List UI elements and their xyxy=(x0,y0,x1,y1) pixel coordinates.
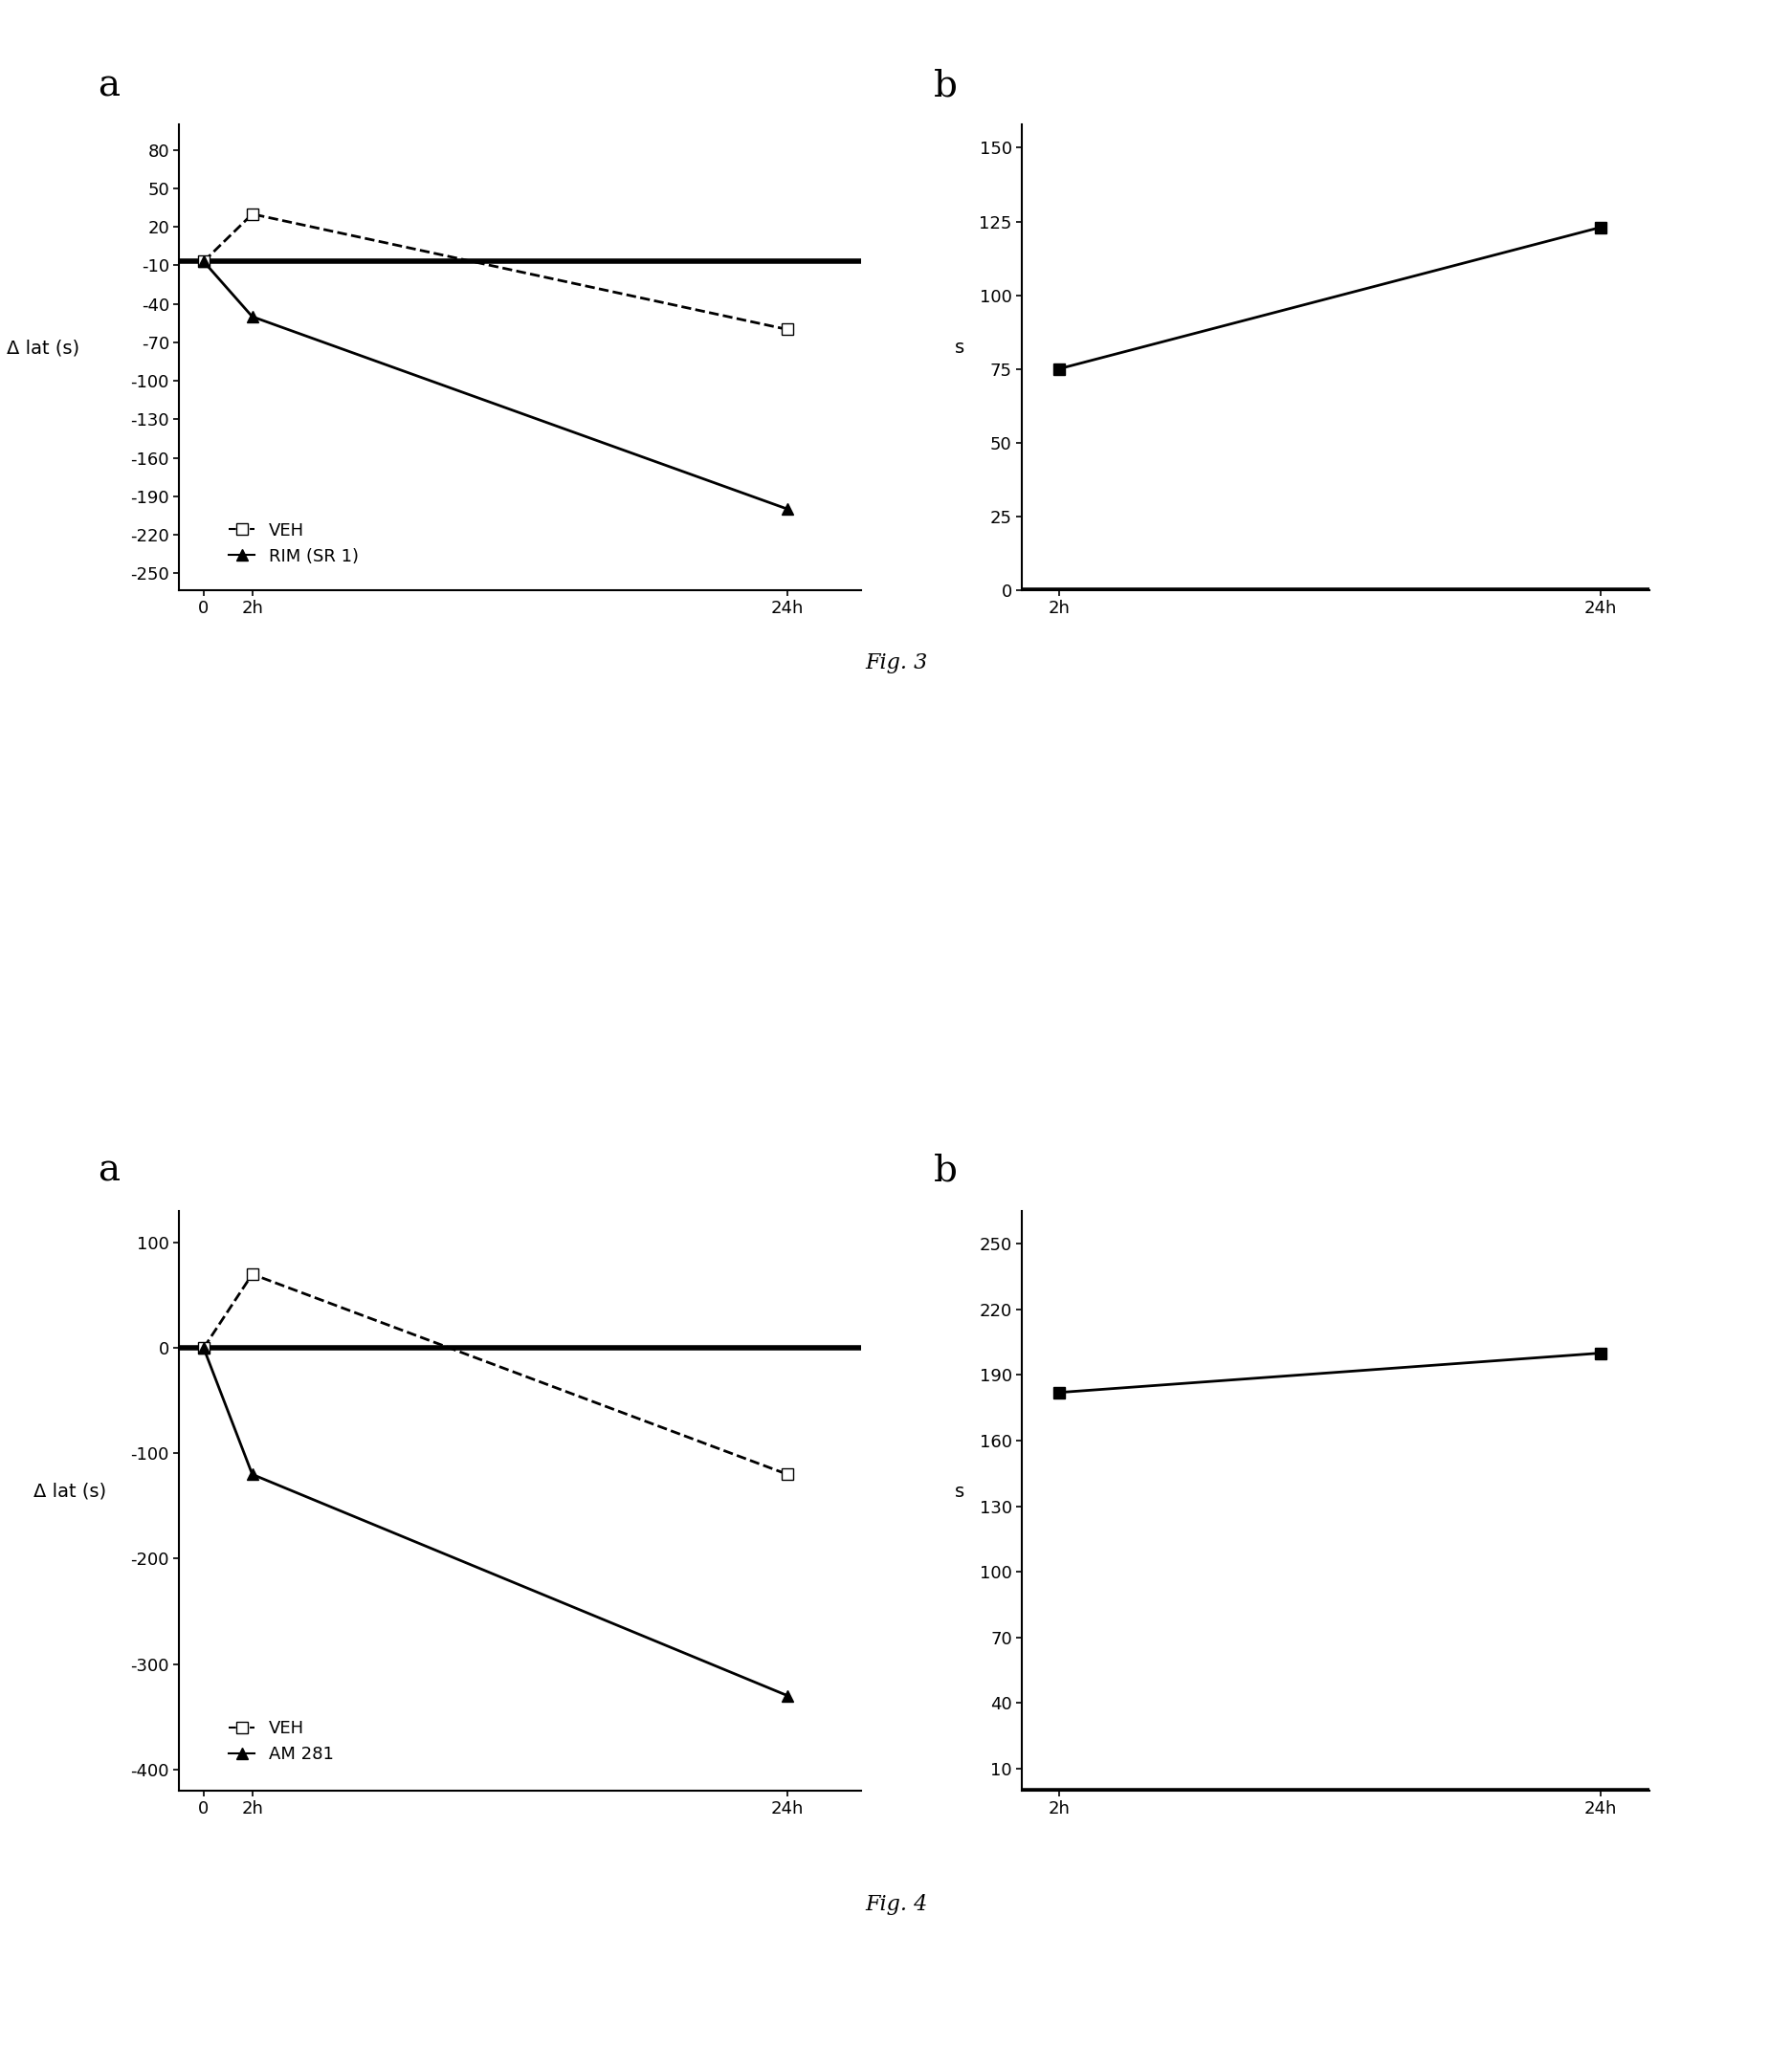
Y-axis label: Δ lat (s): Δ lat (s) xyxy=(7,339,79,356)
Text: Fig. 4: Fig. 4 xyxy=(866,1894,926,1915)
Legend: VEH, RIM (SR 1): VEH, RIM (SR 1) xyxy=(222,515,366,571)
Y-axis label: Δ lat (s): Δ lat (s) xyxy=(34,1482,108,1501)
Y-axis label: s: s xyxy=(953,1482,964,1501)
Text: a: a xyxy=(97,1153,120,1188)
Text: b: b xyxy=(934,1153,957,1188)
Text: b: b xyxy=(934,68,957,104)
Legend: VEH, AM 281: VEH, AM 281 xyxy=(222,1714,340,1770)
Text: Fig. 3: Fig. 3 xyxy=(866,652,926,673)
Y-axis label: s: s xyxy=(953,339,964,356)
Text: a: a xyxy=(97,68,120,104)
